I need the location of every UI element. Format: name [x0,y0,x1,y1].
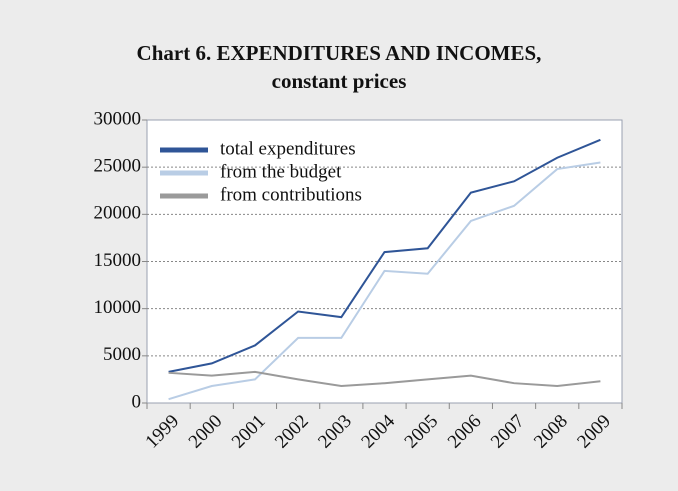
legend-label: from the budget [220,161,342,182]
y-tick-label: 15000 [94,250,142,271]
series-line [168,138,601,373]
legend-label: from contributions [220,184,362,205]
series-line [168,370,601,388]
series-line [168,161,601,401]
legend-label: total expenditures [220,138,356,159]
y-tick-label: 5000 [103,344,141,365]
y-tick-label: 20000 [94,203,142,224]
y-tick-label: 30000 [94,108,142,129]
y-tick-label: 25000 [94,156,142,177]
y-tick-label: 10000 [94,297,142,318]
y-tick-label: 0 [132,391,142,412]
chart-subtitle: constant prices [272,69,407,93]
chart-title: Chart 6. EXPENDITURES AND INCOMES, [137,41,542,65]
